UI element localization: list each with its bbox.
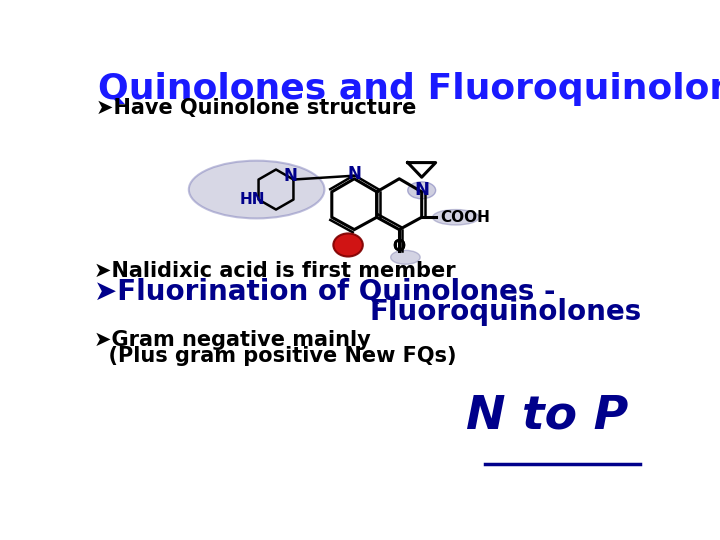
Text: Quinolones and Fluoroquinolones: Quinolones and Fluoroquinolones bbox=[98, 72, 720, 106]
Text: N: N bbox=[284, 167, 297, 185]
Ellipse shape bbox=[333, 233, 363, 256]
Text: HN: HN bbox=[240, 192, 265, 207]
Ellipse shape bbox=[391, 251, 420, 264]
Text: ➤Nalidixic acid is first member: ➤Nalidixic acid is first member bbox=[94, 261, 456, 281]
Text: Fluoroquinolones: Fluoroquinolones bbox=[369, 298, 642, 326]
Text: N: N bbox=[347, 165, 361, 183]
Text: N: N bbox=[414, 181, 429, 199]
Text: O: O bbox=[392, 239, 406, 254]
Ellipse shape bbox=[408, 182, 436, 199]
Text: ➤Fluorination of Quinolones -: ➤Fluorination of Quinolones - bbox=[94, 278, 555, 306]
Text: (Plus gram positive New FQs): (Plus gram positive New FQs) bbox=[94, 346, 456, 366]
Text: ➤Gram negative mainly: ➤Gram negative mainly bbox=[94, 330, 371, 350]
Text: ➤Have Quinolone structure: ➤Have Quinolone structure bbox=[96, 98, 417, 118]
Text: O: O bbox=[392, 239, 406, 254]
Ellipse shape bbox=[189, 161, 325, 218]
Text: COOH: COOH bbox=[441, 210, 490, 225]
Ellipse shape bbox=[433, 210, 479, 225]
Text: N to P: N to P bbox=[467, 393, 629, 438]
